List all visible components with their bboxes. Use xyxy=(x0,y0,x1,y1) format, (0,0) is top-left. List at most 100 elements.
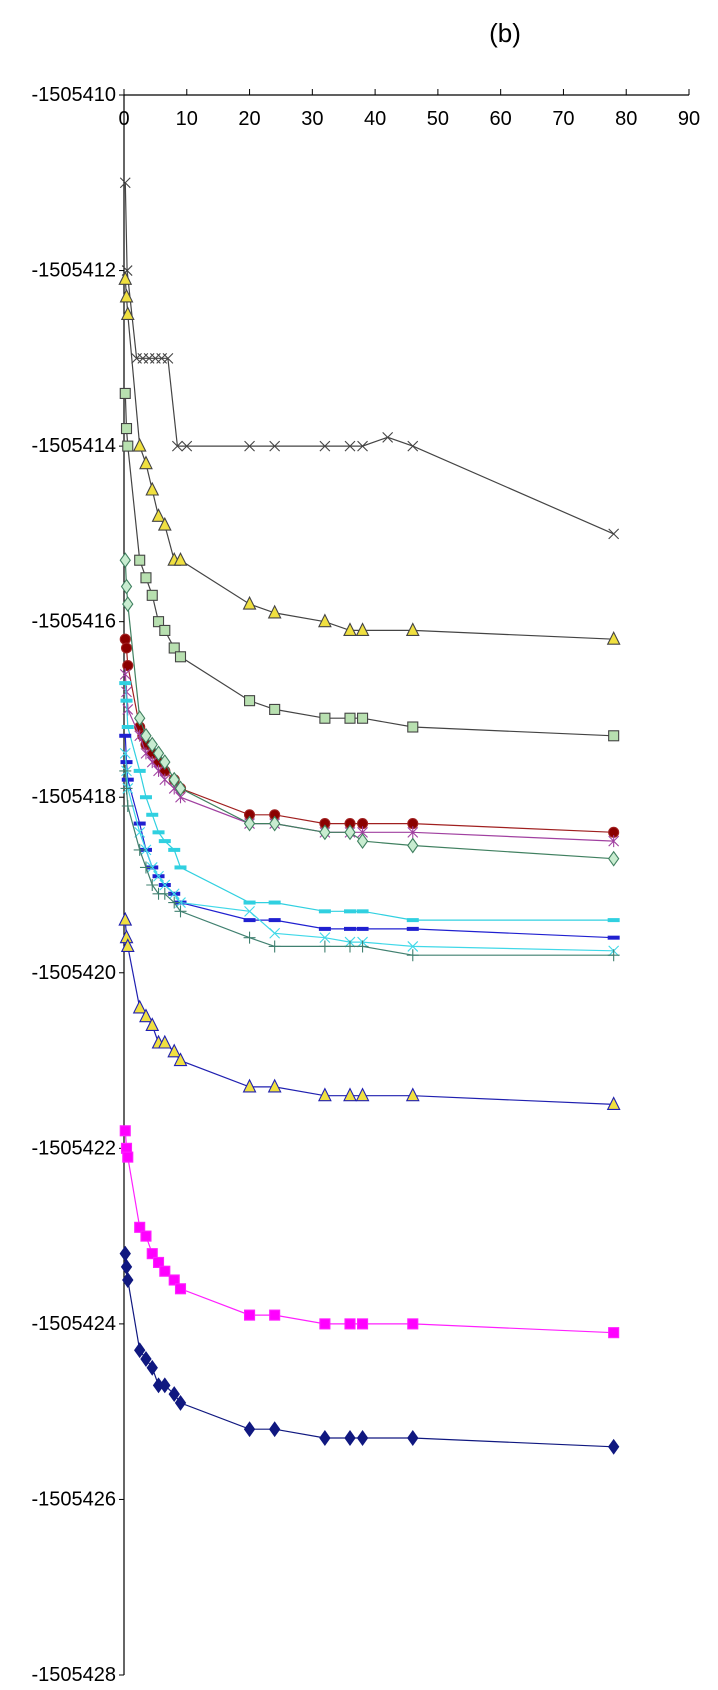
data-point xyxy=(120,578,133,595)
data-point xyxy=(118,271,133,285)
data-point xyxy=(140,844,152,856)
data-point xyxy=(146,1359,158,1376)
data-point xyxy=(344,440,356,452)
series-line xyxy=(124,393,614,737)
data-point xyxy=(269,927,281,939)
data-point xyxy=(405,1087,420,1102)
data-point xyxy=(319,824,331,841)
data-point xyxy=(407,1318,419,1330)
series-13 xyxy=(119,1245,620,1455)
data-point xyxy=(145,481,160,496)
data-point xyxy=(168,896,181,909)
data-point xyxy=(146,736,158,753)
data-point xyxy=(162,352,174,364)
data-point xyxy=(139,455,153,470)
data-point xyxy=(139,861,152,874)
data-point xyxy=(319,712,331,724)
data-point xyxy=(122,1151,134,1163)
data-point xyxy=(244,905,255,917)
data-point xyxy=(121,265,133,276)
series-line xyxy=(124,182,614,535)
series-line xyxy=(124,674,614,842)
data-point xyxy=(357,440,368,452)
y-tick-label: -1505418 xyxy=(31,786,116,808)
series-6 xyxy=(119,552,620,867)
data-point xyxy=(608,835,620,848)
series-8 xyxy=(119,733,620,940)
x-tick-label: 60 xyxy=(490,108,512,130)
series-line xyxy=(124,279,614,640)
data-point xyxy=(119,747,131,759)
data-point xyxy=(132,999,147,1014)
data-point xyxy=(122,1272,134,1288)
data-point xyxy=(243,918,256,923)
data-point xyxy=(174,651,187,663)
data-point xyxy=(120,642,133,654)
chart-title: (b) xyxy=(489,18,521,48)
series-3 xyxy=(119,387,620,742)
data-point xyxy=(152,745,165,762)
data-point xyxy=(174,780,187,797)
data-point xyxy=(157,1034,172,1049)
x-tick-label: 50 xyxy=(427,108,449,130)
data-point xyxy=(118,911,133,926)
data-point xyxy=(407,1430,419,1446)
data-point xyxy=(151,508,166,522)
y-tick-label: -1505410 xyxy=(31,84,116,106)
data-point xyxy=(168,771,180,788)
data-point xyxy=(140,1230,152,1242)
data-point xyxy=(122,660,134,672)
data-point xyxy=(344,926,356,931)
data-point xyxy=(119,681,132,686)
data-point xyxy=(607,935,620,940)
data-point xyxy=(244,695,256,707)
data-point xyxy=(406,949,419,962)
data-point xyxy=(120,423,133,435)
data-point xyxy=(356,1430,369,1446)
data-point xyxy=(269,703,281,715)
data-point xyxy=(405,622,420,636)
data-point xyxy=(407,837,419,854)
y-tick-label: -1505424 xyxy=(31,1313,116,1335)
data-point xyxy=(119,764,132,777)
data-point xyxy=(133,768,146,773)
data-point xyxy=(168,888,180,900)
data-point xyxy=(153,870,164,882)
y-tick-label: -1505422 xyxy=(31,1137,116,1159)
data-point xyxy=(268,815,281,832)
x-tick-label: 80 xyxy=(615,108,637,130)
data-point xyxy=(120,938,135,952)
data-point xyxy=(607,918,620,923)
series-12 xyxy=(119,1125,620,1339)
data-point xyxy=(407,826,419,839)
series-4 xyxy=(119,633,620,838)
data-point xyxy=(344,909,356,914)
data-point xyxy=(140,572,152,584)
data-point xyxy=(268,940,281,953)
data-point xyxy=(317,1087,332,1102)
data-point xyxy=(146,589,158,601)
data-point xyxy=(159,1265,171,1277)
data-point xyxy=(159,624,171,636)
data-point xyxy=(406,918,419,923)
data-point xyxy=(267,604,282,619)
data-point xyxy=(267,1078,282,1093)
x-tick-label: 10 xyxy=(176,108,198,130)
data-point xyxy=(119,1245,131,1262)
data-point xyxy=(159,773,171,786)
data-point xyxy=(158,839,171,844)
data-point xyxy=(139,795,152,800)
data-point xyxy=(119,733,132,738)
y-tick-label: -1505428 xyxy=(31,1664,116,1686)
data-point xyxy=(132,437,147,452)
x-tick-label: 90 xyxy=(678,108,700,130)
data-point xyxy=(268,900,281,905)
x-tick-label: 20 xyxy=(238,108,260,130)
data-point xyxy=(168,1386,180,1403)
data-point xyxy=(244,440,255,452)
data-point xyxy=(119,552,131,569)
data-point xyxy=(344,940,356,953)
data-point xyxy=(355,622,370,636)
series-line xyxy=(124,683,614,921)
